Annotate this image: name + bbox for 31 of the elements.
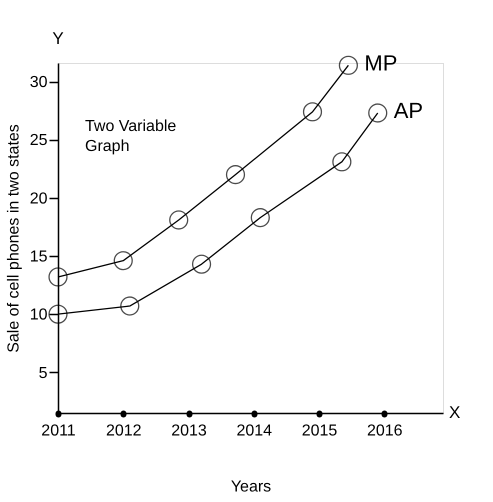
- x-axis-title: Years: [230, 478, 272, 496]
- series-label: AP: [394, 98, 424, 123]
- point: [114, 251, 133, 270]
- point: [250, 208, 270, 228]
- x-tick-label: 2011: [41, 422, 76, 440]
- x-tick-label: 2013: [171, 422, 207, 440]
- point: [302, 102, 322, 122]
- x-tick-label: 2014: [236, 422, 272, 440]
- point: [332, 152, 352, 172]
- series-label: MP: [364, 50, 398, 76]
- point: [48, 267, 68, 287]
- point: [169, 210, 188, 230]
- text: X: [449, 403, 460, 422]
- y-axis-title: Sale of cell phones in two states: [6, 124, 23, 353]
- point: [48, 304, 68, 324]
- point: [368, 103, 388, 123]
- y-tick-label: 25: [30, 132, 48, 150]
- text: Two Variable Graph: [85, 118, 176, 155]
- y-tick-label: 5: [38, 364, 48, 382]
- y-tick-label: 15: [30, 248, 48, 266]
- point: [192, 254, 212, 274]
- x-tick-label: 2015: [302, 422, 338, 440]
- point: [226, 165, 246, 184]
- x-tick-label: 2016: [366, 422, 403, 440]
- y-tick-label: 30: [30, 74, 48, 92]
- x-tick-label: 2012: [106, 422, 142, 440]
- y-tick-label: 10: [30, 306, 48, 324]
- y-tick-label: 20: [30, 190, 48, 208]
- point: [338, 56, 358, 75]
- point: [120, 296, 140, 316]
- text: Y: [52, 29, 64, 48]
